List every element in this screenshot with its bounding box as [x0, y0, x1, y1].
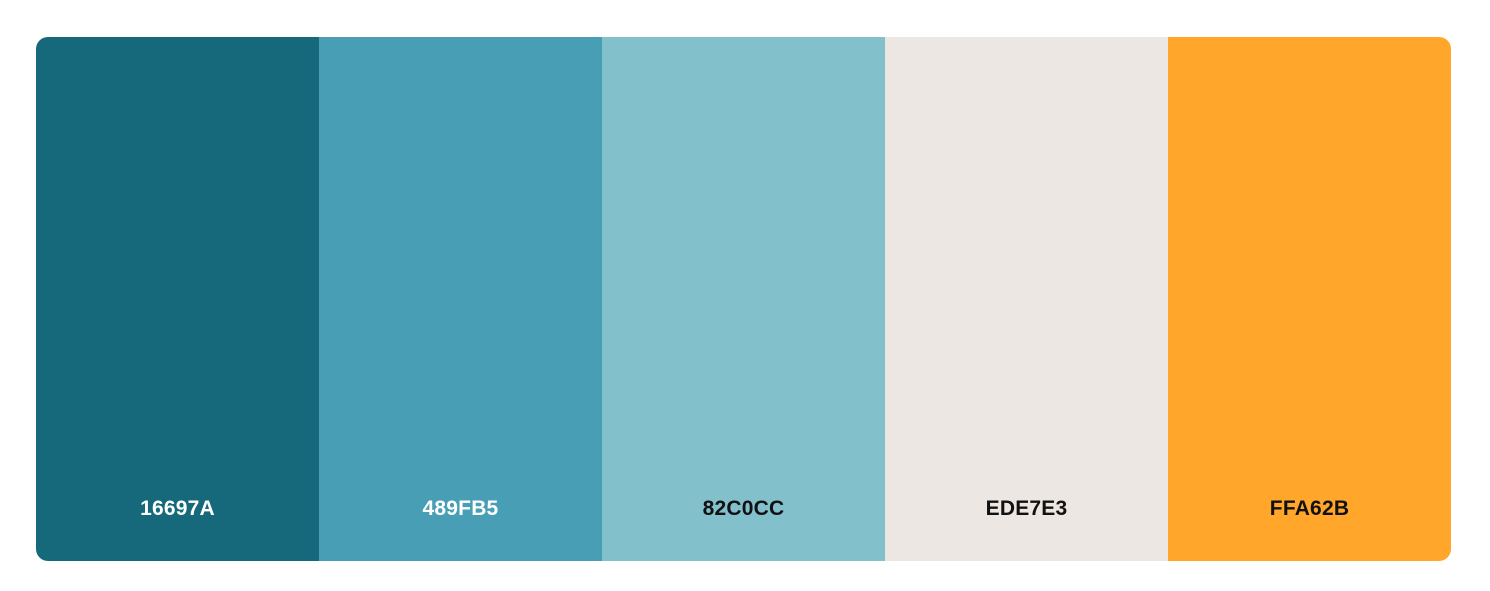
color-swatch-4[interactable]: EDE7E3 — [885, 37, 1168, 561]
color-swatch-5[interactable]: FFA62B — [1168, 37, 1451, 561]
color-swatch-2[interactable]: 489FB5 — [319, 37, 602, 561]
color-swatch-1[interactable]: 16697A — [36, 37, 319, 561]
hex-code-label: EDE7E3 — [985, 497, 1068, 520]
hex-code-label: 16697A — [140, 497, 215, 520]
hex-code-label: 489FB5 — [422, 497, 499, 520]
hex-code-label: 82C0CC — [702, 497, 785, 520]
color-palette: 16697A 489FB5 82C0CC EDE7E3 FFA62B — [36, 37, 1451, 561]
hex-code-label: FFA62B — [1269, 497, 1350, 520]
color-swatch-3[interactable]: 82C0CC — [602, 37, 885, 561]
